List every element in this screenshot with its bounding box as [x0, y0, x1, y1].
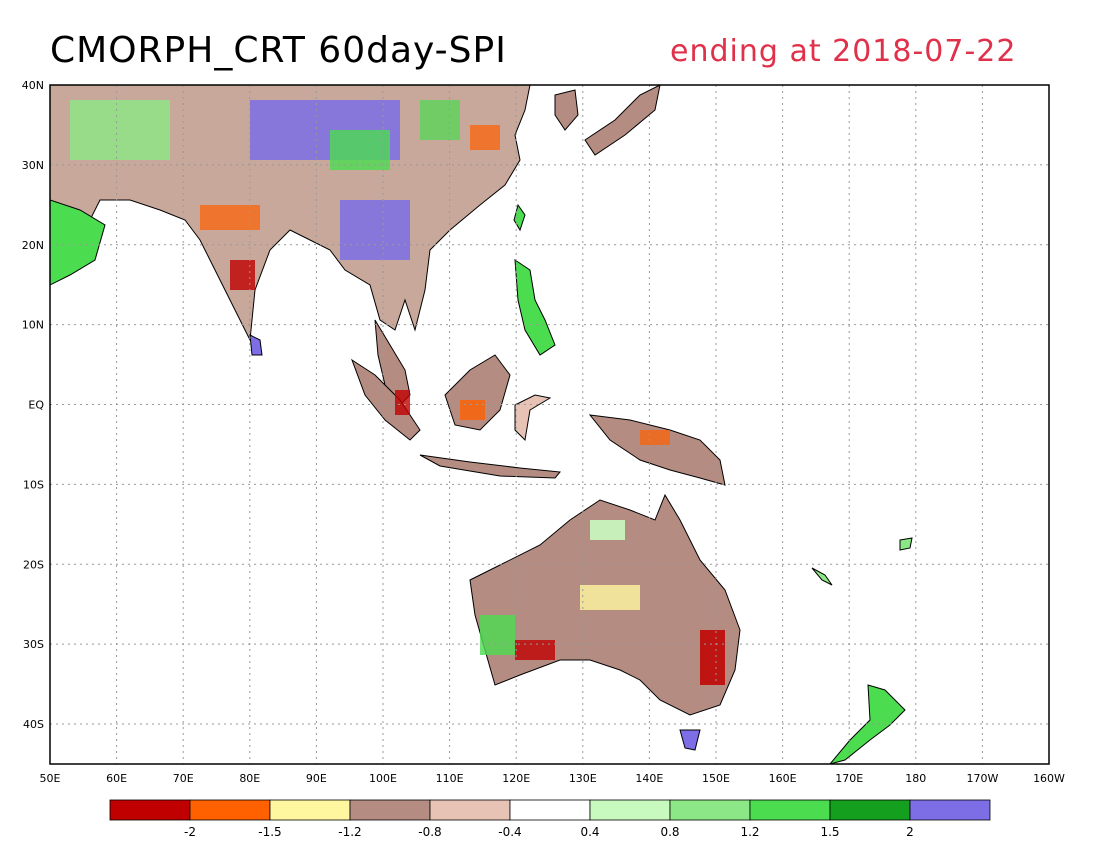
lon-tick-label: 110E — [436, 772, 464, 785]
lon-tick-label: 140E — [635, 772, 663, 785]
lon-tick-label: 160E — [769, 772, 797, 785]
legend-label: 2 — [906, 825, 914, 839]
new-caledonia — [811, 567, 833, 586]
legend-label: 1.5 — [820, 825, 839, 839]
lat-tick-label: 30S — [23, 638, 44, 651]
lon-tick-label: 70E — [173, 772, 194, 785]
korea — [554, 89, 579, 131]
latitude-axis: 40N 30N 20N 10N EQ 10S 20S 30S 40S — [22, 79, 45, 731]
lon-tick-label: 130E — [569, 772, 597, 785]
map-title: CMORPH_CRT 60day-SPI — [50, 30, 507, 71]
legend-label: 0.8 — [660, 825, 679, 839]
lon-tick-label: 60E — [106, 772, 127, 785]
lat-tick-label: 40N — [22, 79, 44, 92]
lon-tick-label: 90E — [306, 772, 327, 785]
longitude-axis: 50E 60E 70E 80E 90E 100E 110E 120E 130E 140E 150E 1… — [40, 772, 1066, 785]
legend-label: 1.2 — [740, 825, 759, 839]
lat-tick-label: 20S — [23, 558, 44, 571]
color-legend: -2 -1.5 -1.2 -0.8 -0.4 0.4 0.8 1.2 1.5 2 — [109, 799, 991, 839]
legend-label: -2 — [184, 825, 196, 839]
legend-swatch — [669, 799, 751, 821]
lat-tick-label: 10S — [23, 478, 44, 491]
map-date: ending at 2018-07-22 — [670, 34, 1017, 69]
map-gridlines — [50, 85, 1049, 764]
tasmania — [679, 729, 701, 751]
lon-tick-label: 180 — [905, 772, 926, 785]
legend-swatch — [189, 799, 271, 821]
japan — [584, 85, 661, 156]
lat-tick-label: 30N — [22, 159, 44, 172]
legend-swatch — [509, 799, 591, 821]
lon-tick-label: 50E — [40, 772, 61, 785]
legend-swatch — [429, 799, 511, 821]
arabia-landmass — [50, 199, 106, 286]
sulawesi — [514, 394, 552, 442]
lon-tick-label: 80E — [239, 772, 260, 785]
legend-label: -0.8 — [418, 825, 441, 839]
legend-swatch — [269, 799, 351, 821]
lat-tick-label: 10N — [22, 319, 44, 332]
lon-tick-label: 100E — [369, 772, 397, 785]
lon-tick-label: 160W — [1033, 772, 1065, 785]
lat-tick-label: EQ — [28, 399, 44, 412]
fiji — [899, 537, 913, 551]
philippines — [514, 259, 556, 356]
legend-swatch — [589, 799, 671, 821]
lat-tick-label: 40S — [23, 718, 44, 731]
legend-label: -1.5 — [258, 825, 281, 839]
sumatra — [351, 358, 421, 441]
lon-tick-label: 150E — [702, 772, 730, 785]
legend-swatch — [109, 799, 191, 821]
legend-swatch — [749, 799, 831, 821]
new-guinea — [588, 414, 726, 486]
lon-tick-label: 170E — [835, 772, 863, 785]
lat-tick-label: 20N — [22, 239, 44, 252]
legend-swatch — [909, 799, 991, 821]
legend-swatch — [349, 799, 431, 821]
legend-label: 0.4 — [580, 825, 599, 839]
lon-tick-label: 170W — [966, 772, 998, 785]
map-frame — [49, 84, 1050, 765]
spi-anomaly-patches — [70, 100, 725, 685]
lon-tick-label: 120E — [502, 772, 530, 785]
legend-label: -0.4 — [498, 825, 521, 839]
sri-lanka — [249, 334, 263, 356]
legend-label: -1.2 — [338, 825, 361, 839]
java — [419, 454, 561, 479]
taiwan — [513, 203, 526, 232]
legend-swatch — [829, 799, 911, 821]
